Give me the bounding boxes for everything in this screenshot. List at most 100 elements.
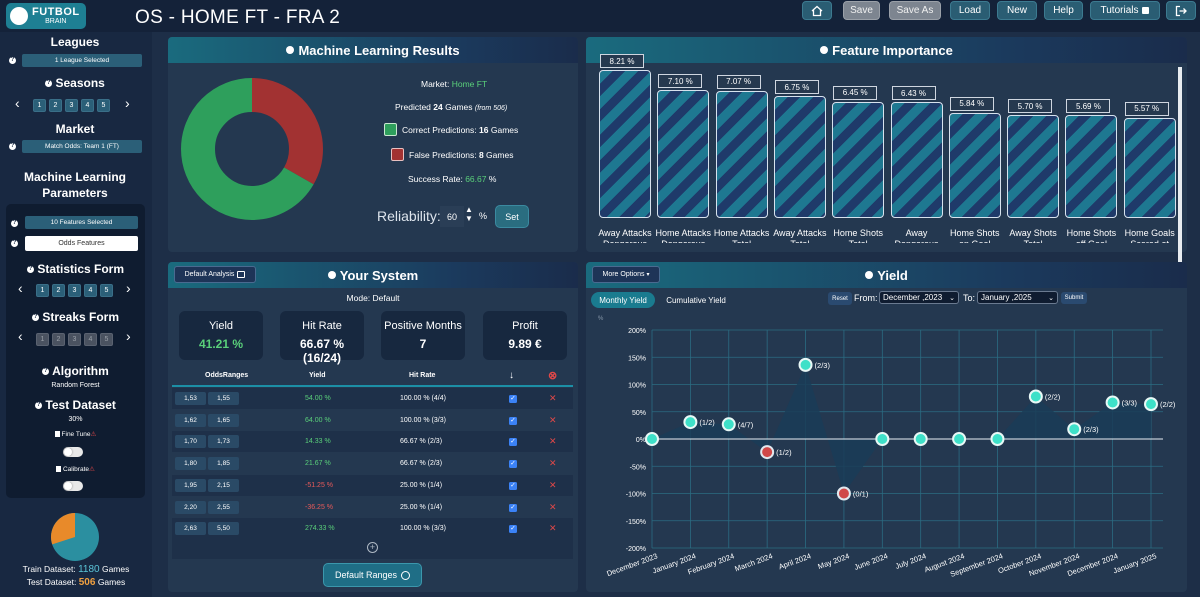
chevron-right-icon[interactable]: › <box>125 95 130 111</box>
row-checkbox[interactable]: ✓ <box>509 416 517 425</box>
stats-page[interactable]: 3 <box>68 284 81 297</box>
odds-to-input[interactable]: 5,50 <box>208 522 239 536</box>
col-hit[interactable]: Hit Rate <box>409 372 436 379</box>
chevron-right-icon[interactable]: › <box>126 328 131 344</box>
season-page[interactable]: 5 <box>97 99 110 112</box>
streaks-page[interactable]: 4 <box>84 333 97 346</box>
set-button[interactable]: Set <box>495 205 529 228</box>
tab-cumulative-yield[interactable]: Cumulative Yield <box>666 295 726 305</box>
feature-bar[interactable]: 6.43 % <box>890 86 943 218</box>
add-row-icon[interactable]: + <box>367 542 378 553</box>
help-icon[interactable]: ? <box>35 402 43 410</box>
odds-to-input[interactable]: 2,15 <box>208 478 239 492</box>
odds-to-input[interactable]: 2,55 <box>208 500 239 514</box>
reliability-stepper[interactable]: ▲ ▼ <box>465 205 473 223</box>
streaks-page[interactable]: 1 <box>36 333 49 346</box>
delete-row-icon[interactable]: ✕ <box>549 479 557 490</box>
market-select[interactable]: Match Odds: Team 1 (FT) <box>22 140 142 153</box>
from-select[interactable]: December ,2023 ⌄ <box>879 291 959 304</box>
help-icon[interactable]: ? <box>26 266 34 274</box>
delete-row-icon[interactable]: ✕ <box>549 501 557 512</box>
stats-page[interactable]: 2 <box>52 284 65 297</box>
streaks-page[interactable]: 3 <box>68 333 81 346</box>
features-input[interactable]: Odds Features <box>25 236 138 251</box>
help-icon[interactable]: ? <box>45 80 53 88</box>
finetune-toggle[interactable] <box>63 447 83 457</box>
feature-bar[interactable]: 5.69 % <box>1065 99 1118 218</box>
chevron-left-icon[interactable]: ‹ <box>15 95 20 111</box>
feature-bar[interactable]: 5.70 % <box>1007 99 1060 218</box>
odds-from-input[interactable]: 1,70 <box>175 435 206 449</box>
load-button[interactable]: Load <box>950 1 990 20</box>
help-icon[interactable] <box>327 271 336 279</box>
reliability-input[interactable]: 60 <box>440 206 464 227</box>
odds-from-input[interactable]: 1,95 <box>175 478 206 492</box>
delete-row-icon[interactable]: ✕ <box>549 436 557 447</box>
season-page[interactable]: 2 <box>49 99 62 112</box>
feature-bar[interactable]: 7.10 % <box>657 74 710 218</box>
feature-bar[interactable]: 8.21 % <box>599 54 651 218</box>
home-button[interactable] <box>802 1 832 20</box>
tutorials-button[interactable]: Tutorials <box>1090 1 1160 20</box>
help-icon[interactable]: ? <box>9 143 16 150</box>
help-icon[interactable] <box>865 271 874 279</box>
odds-from-input[interactable]: 1,53 <box>175 392 206 405</box>
feature-scrollbar-vertical[interactable] <box>1178 67 1182 285</box>
logout-button[interactable] <box>1166 1 1196 20</box>
feature-bar[interactable]: 5.57 % <box>1123 101 1176 218</box>
delete-row-icon[interactable]: ✕ <box>549 458 557 469</box>
streaks-page[interactable]: 5 <box>100 333 113 346</box>
season-page[interactable]: 1 <box>33 99 46 112</box>
odds-to-input[interactable]: 1,73 <box>208 435 239 449</box>
odds-to-input[interactable]: 1,65 <box>208 413 239 427</box>
row-checkbox[interactable]: ✓ <box>509 481 517 490</box>
help-icon[interactable]: ? <box>42 368 50 376</box>
save-as-button[interactable]: Save As <box>889 1 941 20</box>
calibrate-toggle[interactable] <box>63 481 83 491</box>
help-icon[interactable]: ? <box>31 314 39 322</box>
delete-row-icon[interactable]: ✕ <box>549 393 557 403</box>
stats-page[interactable]: 4 <box>84 284 97 297</box>
leagues-select[interactable]: 1 League Selected <box>22 54 142 67</box>
help-icon[interactable]: ? <box>11 220 18 227</box>
odds-from-input[interactable]: 1,80 <box>175 457 206 471</box>
default-ranges-button[interactable]: Default Ranges <box>323 563 422 587</box>
more-options-button[interactable]: More Options ▾ <box>592 266 660 283</box>
row-checkbox[interactable]: ✓ <box>509 460 517 469</box>
odds-from-input[interactable]: 1,62 <box>175 413 206 427</box>
row-checkbox[interactable]: ✓ <box>509 503 517 512</box>
odds-to-input[interactable]: 1,55 <box>208 392 239 405</box>
feature-bar[interactable]: 7.07 % <box>715 74 768 218</box>
odds-from-input[interactable]: 2,20 <box>175 500 206 514</box>
save-button[interactable]: Save <box>843 1 880 20</box>
sort-arrow-icon[interactable]: ↓ <box>509 370 514 381</box>
tab-monthly-yield[interactable]: Monthly Yield <box>591 292 655 308</box>
row-checkbox[interactable]: ✓ <box>509 525 517 534</box>
algorithm-value[interactable]: Random Forest <box>51 382 100 389</box>
stats-page[interactable]: 1 <box>36 284 49 297</box>
delete-row-icon[interactable]: ✕ <box>549 414 557 425</box>
test-dataset-pct[interactable]: 30% <box>68 416 83 423</box>
help-icon[interactable]: ? <box>9 57 16 64</box>
help-icon[interactable]: ? <box>11 240 18 247</box>
new-button[interactable]: New <box>997 1 1037 20</box>
reset-button[interactable]: Reset <box>828 292 852 305</box>
features-select[interactable]: 10 Features Selected <box>25 216 138 229</box>
to-select[interactable]: January ,2025 ⌄ <box>977 291 1058 304</box>
default-analysis-button[interactable]: Default Analysis <box>174 266 256 283</box>
logo[interactable]: FUTBOL BRAIN <box>6 3 86 29</box>
chevron-left-icon[interactable]: ‹ <box>18 280 23 296</box>
season-page[interactable]: 4 <box>81 99 94 112</box>
row-checkbox[interactable]: ✓ <box>509 395 517 403</box>
feature-bar[interactable]: 5.84 % <box>948 96 1001 218</box>
streaks-page[interactable]: 2 <box>52 333 65 346</box>
feature-bar[interactable]: 6.45 % <box>832 85 885 218</box>
submit-button[interactable]: Submit <box>1061 292 1087 304</box>
feature-bar[interactable]: 6.75 % <box>773 80 826 218</box>
odds-to-input[interactable]: 1,85 <box>208 457 239 471</box>
odds-from-input[interactable]: 2,63 <box>175 522 206 536</box>
help-icon[interactable] <box>286 46 295 54</box>
help-icon[interactable] <box>820 46 829 54</box>
chevron-right-icon[interactable]: › <box>126 280 131 296</box>
help-button[interactable]: Help <box>1044 1 1083 20</box>
